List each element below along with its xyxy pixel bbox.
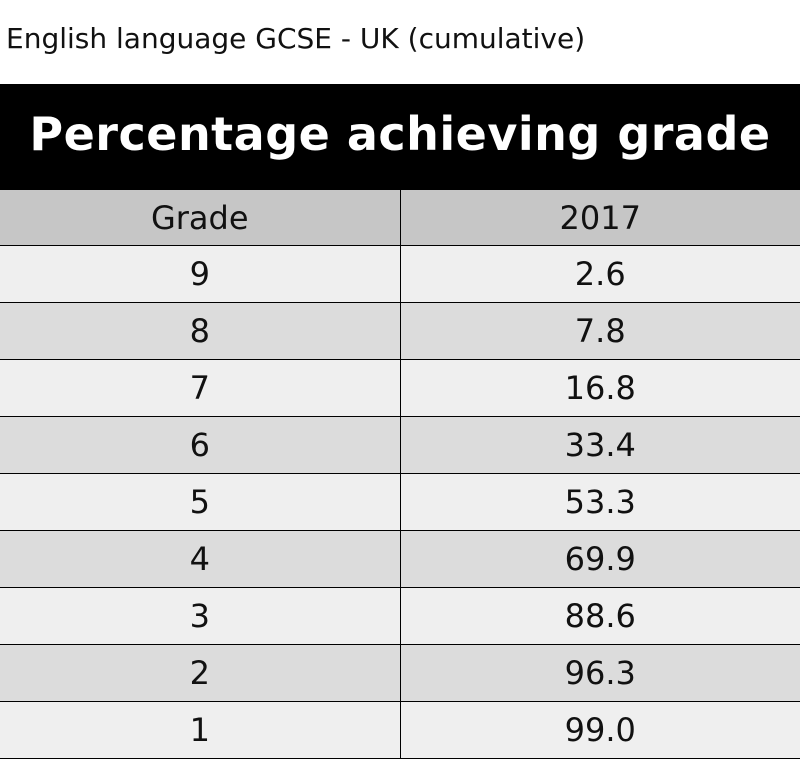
- column-header-year: 2017: [399, 190, 800, 246]
- table-row: 4 69.9: [0, 530, 800, 588]
- table-row: 2 96.3: [0, 644, 800, 702]
- percentage-cell: 33.4: [399, 416, 800, 474]
- percentage-cell: 53.3: [399, 473, 800, 531]
- percentage-cell: 7.8: [399, 302, 800, 360]
- grade-cell: 4: [0, 530, 401, 588]
- grade-cell: 8: [0, 302, 401, 360]
- percentage-cell: 88.6: [399, 587, 800, 645]
- percentage-cell: 99.0: [399, 701, 800, 759]
- table-row: 6 33.4: [0, 416, 800, 474]
- percentage-cell: 69.9: [399, 530, 800, 588]
- table-row: 5 53.3: [0, 473, 800, 531]
- table-row: 8 7.8: [0, 302, 800, 360]
- table-row: 1 99.0: [0, 701, 800, 759]
- header-row: Grade 2017: [0, 190, 800, 246]
- grade-cell: 9: [0, 245, 401, 303]
- table-title-band: Percentage achieving grade: [0, 84, 800, 190]
- percentage-cell: 16.8: [399, 359, 800, 417]
- grade-cell: 6: [0, 416, 401, 474]
- table-row: 9 2.6: [0, 245, 800, 303]
- table-row: 3 88.6: [0, 587, 800, 645]
- percentage-cell: 2.6: [399, 245, 800, 303]
- column-header-grade: Grade: [0, 190, 401, 246]
- table-caption: English language GCSE - UK (cumulative): [6, 22, 586, 55]
- grade-cell: 7: [0, 359, 401, 417]
- table-body: 9 2.6 8 7.8 7 16.8 6 33.4 5 53.3 4 69.9 3 88.6 2 96.3 1 9…: [0, 245, 800, 759]
- table-row: 7 16.8: [0, 359, 800, 417]
- grade-cell: 2: [0, 644, 401, 702]
- table-title: Percentage achieving grade: [29, 107, 771, 161]
- grade-cell: 3: [0, 587, 401, 645]
- grade-table: Grade 2017 9 2.6 8 7.8 7 16.8 6 33.4 5 53.3 4 69.9 3…: [0, 190, 800, 759]
- grade-cell: 5: [0, 473, 401, 531]
- grade-cell: 1: [0, 701, 401, 759]
- percentage-cell: 96.3: [399, 644, 800, 702]
